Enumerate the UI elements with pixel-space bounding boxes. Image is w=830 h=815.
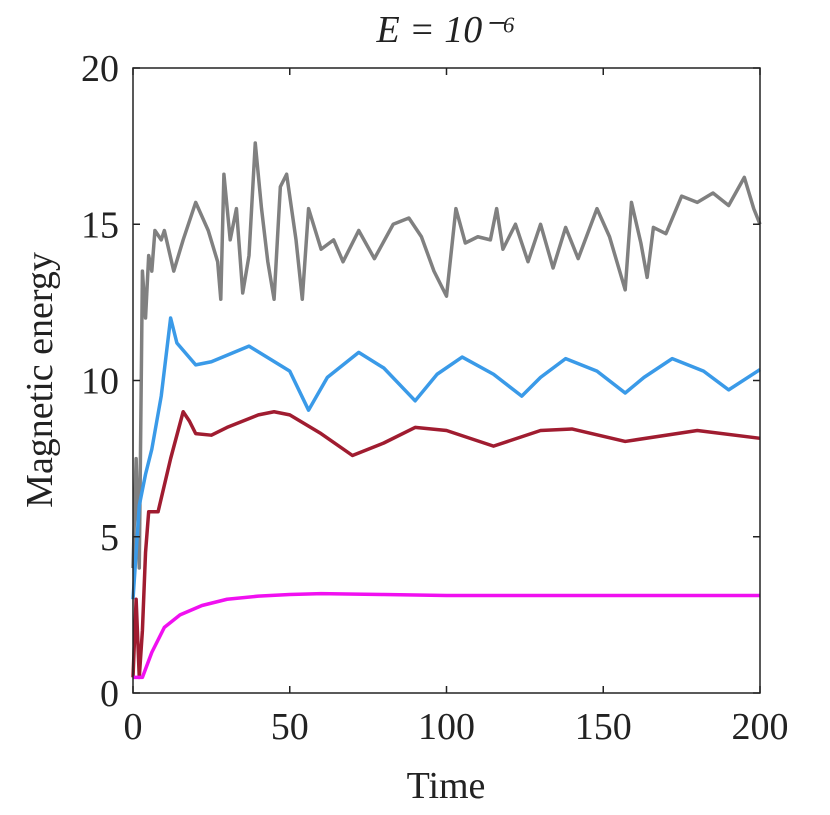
- x-tick-label: 150: [575, 706, 632, 748]
- y-tick-label: 5: [100, 517, 119, 559]
- x-tick-label: 50: [271, 706, 309, 748]
- y-tick-label: 20: [81, 48, 119, 90]
- y-tick-label: 0: [100, 673, 119, 715]
- x-axis-label: Time: [407, 765, 486, 807]
- y-tick-label: 10: [81, 361, 119, 403]
- series-line: [131, 141, 762, 570]
- x-tick-label: 0: [124, 706, 143, 748]
- y-axis-label: Magnetic energy: [19, 252, 61, 508]
- series-line: [133, 591, 760, 680]
- y-tick-label: 15: [81, 204, 119, 246]
- x-tick-label: 100: [418, 706, 475, 748]
- x-tick-label: 200: [732, 706, 789, 748]
- chart-title: E = 10⁻⁶: [375, 9, 515, 51]
- series-line: [131, 410, 761, 680]
- series-line: [131, 316, 761, 600]
